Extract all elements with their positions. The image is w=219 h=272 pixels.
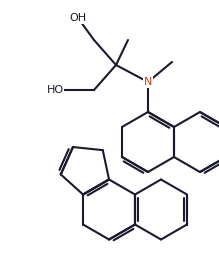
Text: HO: HO	[46, 85, 64, 95]
Text: OH: OH	[69, 13, 87, 23]
Text: N: N	[144, 77, 152, 87]
